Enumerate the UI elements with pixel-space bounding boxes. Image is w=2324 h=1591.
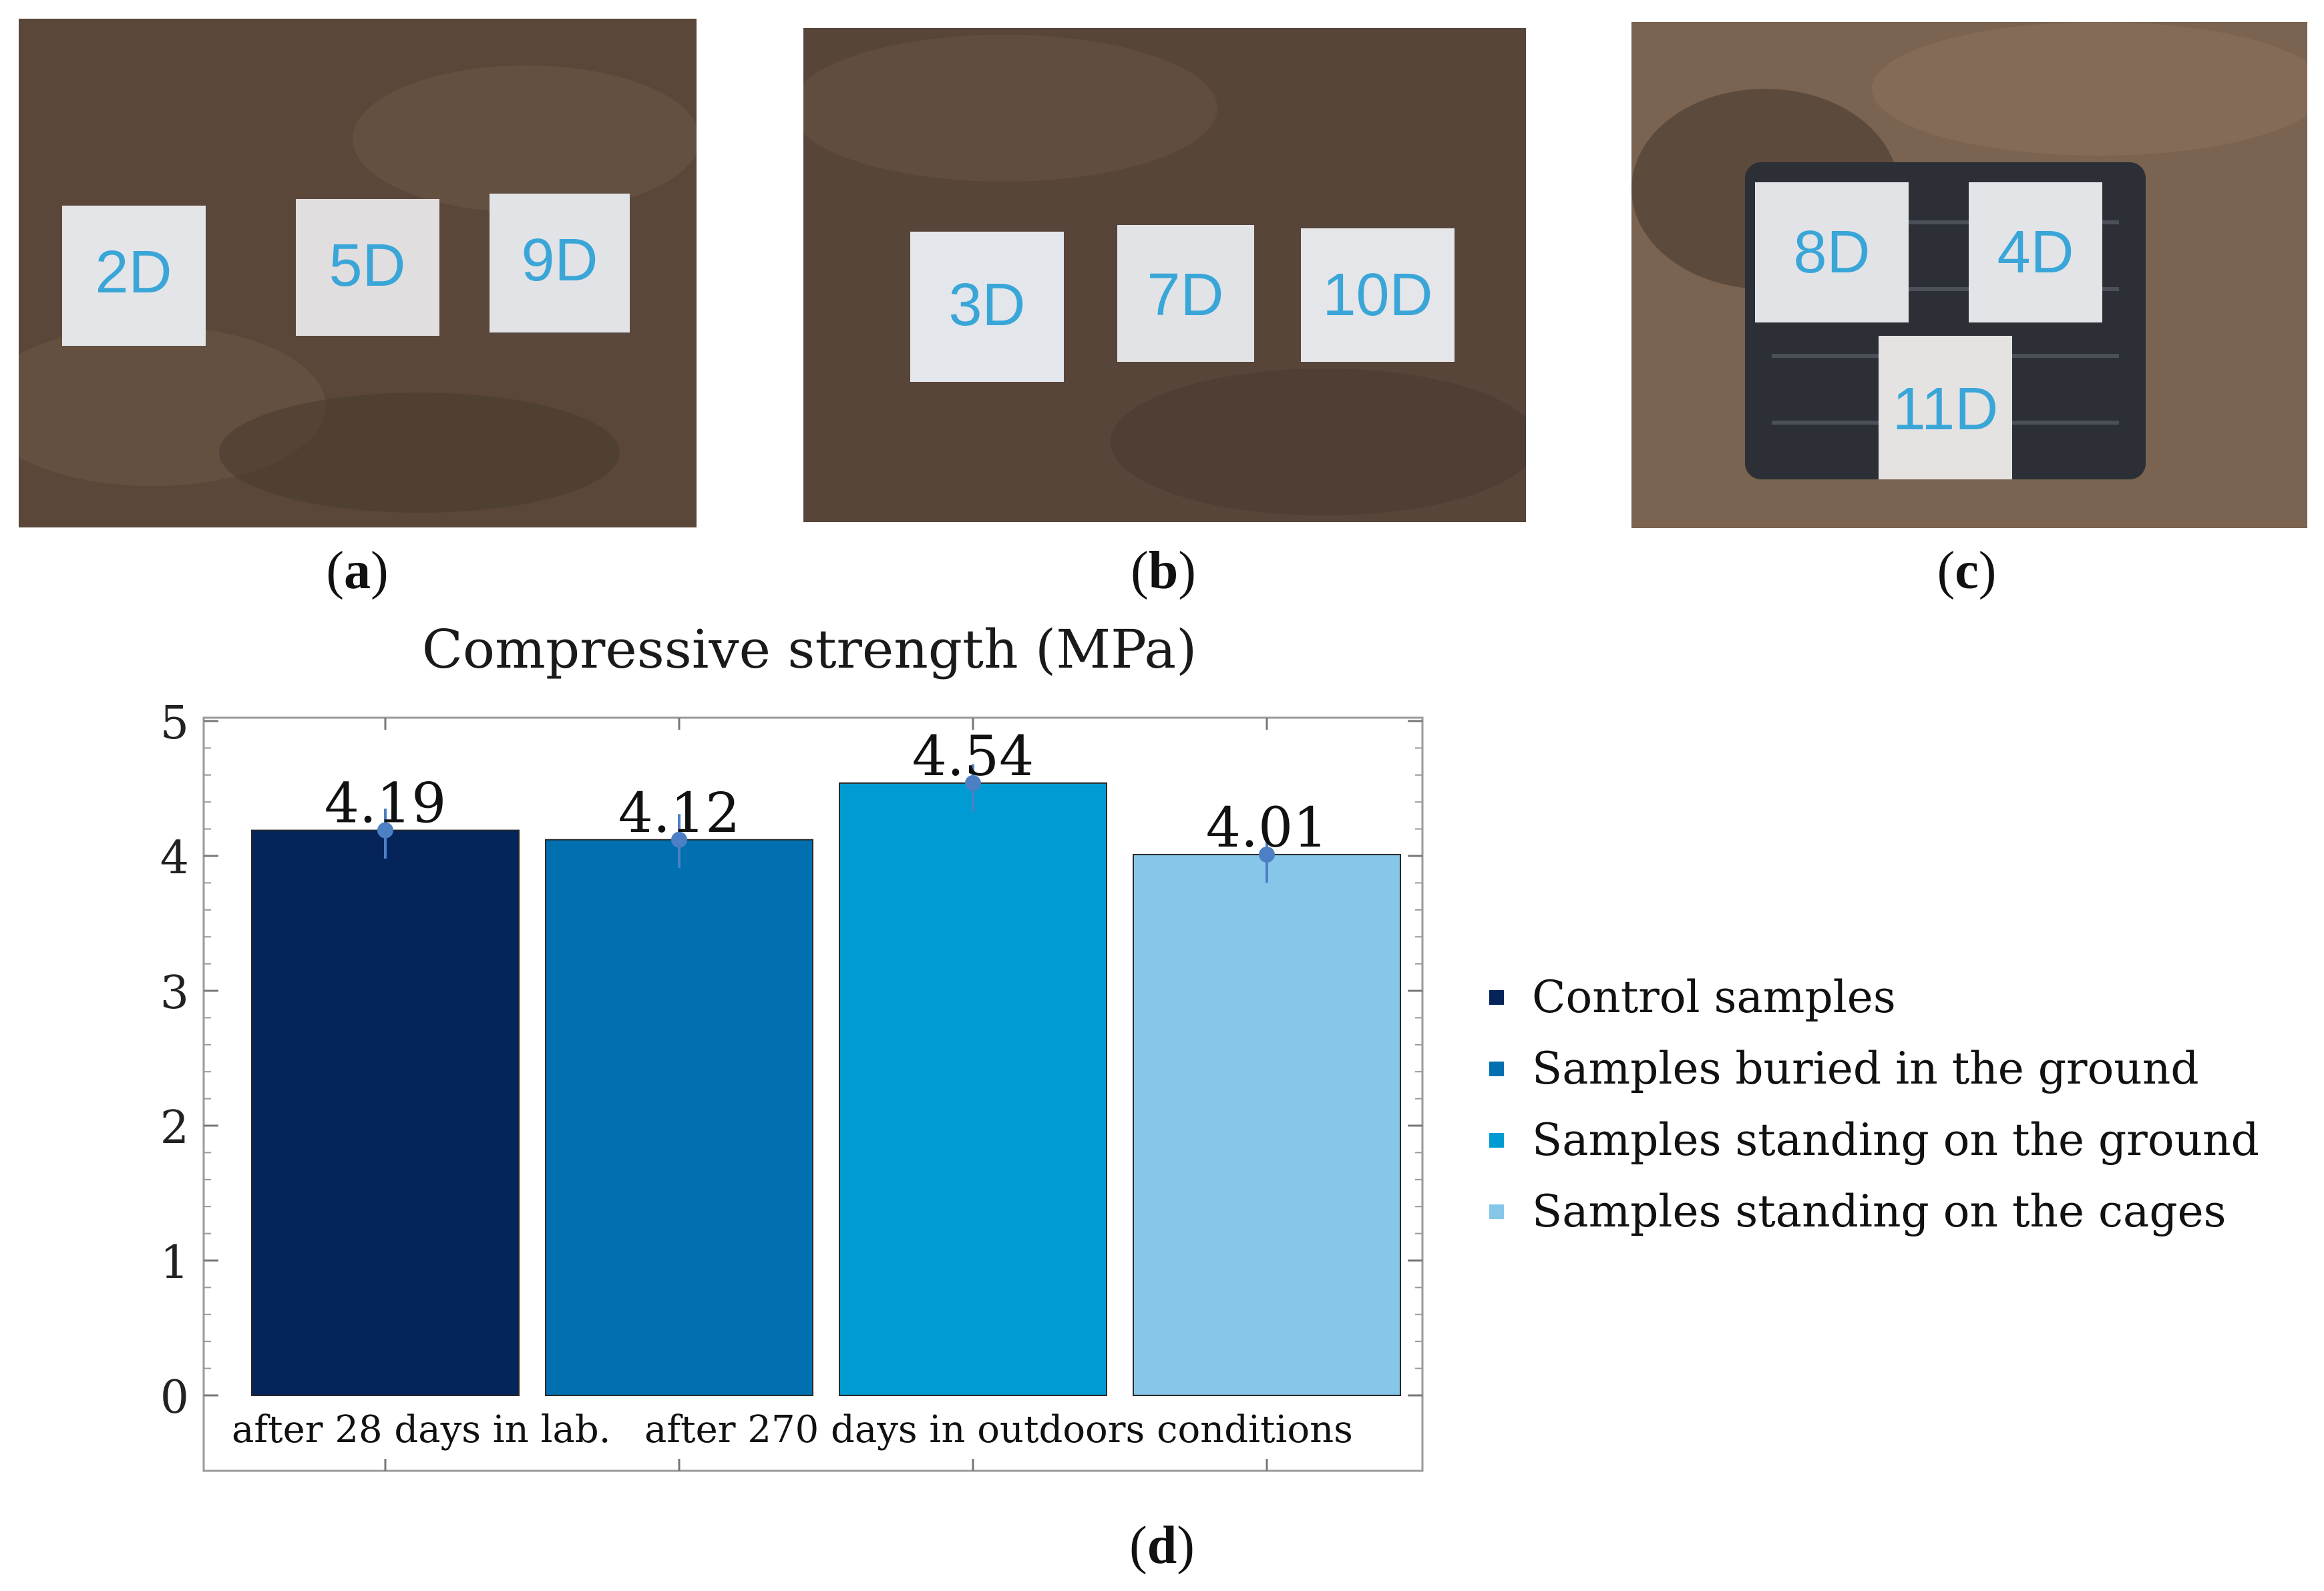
- value-label: 4.12: [618, 782, 741, 845]
- legend-item: Control samples: [1489, 961, 2259, 1033]
- legend-label: Samples buried in the ground: [1532, 1043, 2199, 1094]
- block-b-3: [1301, 228, 1455, 362]
- legend-item: Samples buried in the ground: [1489, 1033, 2259, 1104]
- block-c-3: [1879, 336, 2012, 479]
- photo-c: 8D 4D 11D: [1631, 22, 2307, 528]
- block-marker: 8D: [1793, 219, 1870, 286]
- block-marker: 3D: [948, 272, 1025, 338]
- mean-point: [671, 831, 687, 848]
- mean-point: [965, 774, 981, 791]
- block-c-2: [1969, 182, 2102, 322]
- y-tick-label: 2: [160, 1102, 189, 1154]
- photo-b: 3D 7D 10D: [803, 28, 1526, 522]
- block-marker: 9D: [521, 227, 598, 294]
- block-marker: 7D: [1147, 262, 1223, 328]
- group-labels: after 28 days in lab. after 270 days in o…: [232, 1408, 1353, 1451]
- y-tick-label: 4: [160, 832, 189, 885]
- bars: [251, 718, 1401, 1471]
- block-b-2: [1117, 225, 1254, 362]
- legend-item: Samples standing on the ground: [1489, 1104, 2259, 1176]
- block-a-3: [490, 194, 630, 332]
- value-label: 4.54: [912, 725, 1034, 788]
- block-marker: 5D: [329, 232, 405, 299]
- y-tick-label: 3: [160, 967, 189, 1019]
- panel-label-c: (c): [1937, 541, 1997, 600]
- legend-label: Control samples: [1532, 971, 1896, 1023]
- value-labels: 4.19 4.12 4.54 4.01: [325, 725, 1328, 860]
- legend-swatch: [1489, 1132, 1504, 1148]
- chart-title: Compressive strength (MPa): [422, 618, 1197, 680]
- mean-point: [1259, 846, 1275, 863]
- block-marker: 2D: [95, 239, 172, 306]
- legend: Control samples Samples buried in the gro…: [1489, 961, 2259, 1247]
- block-marker: 10D: [1322, 262, 1432, 328]
- legend-item: Samples standing on the cages: [1489, 1176, 2259, 1247]
- panel-label-a: (a): [326, 541, 389, 600]
- y-tick-label: 1: [160, 1236, 189, 1289]
- bar: [251, 829, 520, 1396]
- plot-frame: [202, 716, 1424, 1472]
- bar: [839, 782, 1107, 1397]
- value-label: 4.19: [325, 772, 447, 836]
- y-tick-label: 0: [160, 1371, 189, 1424]
- panel-label-b: (b): [1131, 541, 1196, 600]
- group-label: after 270 days in outdoors conditions: [644, 1408, 1353, 1451]
- legend-label: Samples standing on the ground: [1532, 1114, 2259, 1166]
- bar: [1133, 853, 1401, 1396]
- bar: [545, 839, 813, 1396]
- block-marker: 11D: [1893, 376, 1998, 443]
- legend-swatch: [1489, 1061, 1504, 1076]
- y-axis: 0 1 2 3 4 5: [160, 697, 1422, 1424]
- group-label: after 28 days in lab.: [232, 1408, 611, 1451]
- panel-label-d: (d): [1129, 1516, 1195, 1575]
- value-label: 4.01: [1206, 797, 1328, 860]
- legend-swatch: [1489, 989, 1504, 1005]
- photo-a: 2D 5D 9D: [19, 19, 697, 527]
- block-b-1: [910, 232, 1064, 382]
- y-tick-label: 5: [160, 697, 189, 750]
- error-bars: [377, 764, 1275, 883]
- block-a-1: [62, 206, 206, 346]
- block-a-2: [296, 199, 439, 336]
- legend-label: Samples standing on the cages: [1532, 1186, 2226, 1237]
- mean-point: [377, 822, 393, 839]
- legend-swatch: [1489, 1204, 1504, 1219]
- block-marker: 4D: [1997, 219, 2074, 286]
- block-c-1: [1755, 182, 1909, 322]
